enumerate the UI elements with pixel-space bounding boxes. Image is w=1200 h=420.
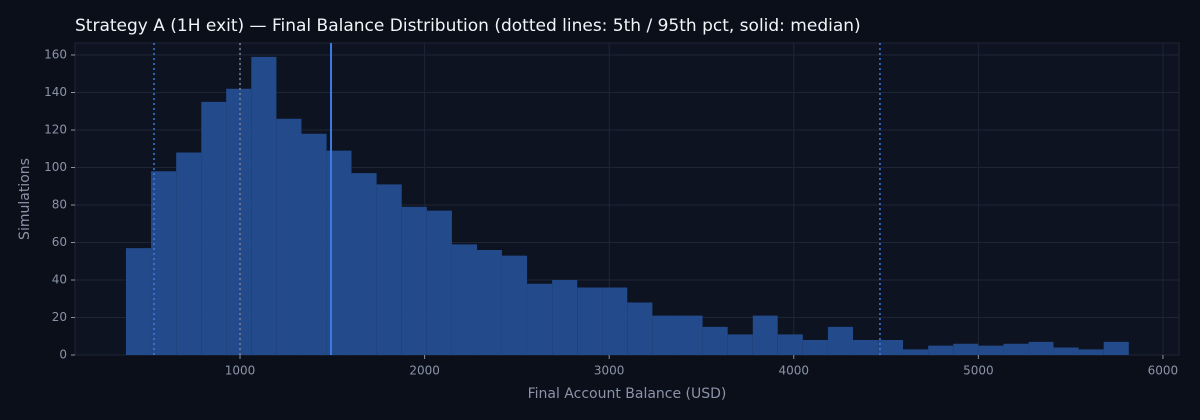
bar (201, 101, 227, 355)
x-tick-label: 5000 (963, 364, 994, 378)
y-tick-label: 80 (52, 198, 67, 212)
bar (1053, 347, 1079, 355)
bar (677, 315, 703, 355)
bar (401, 206, 427, 355)
bar (627, 302, 653, 355)
x-tick-label: 4000 (778, 364, 809, 378)
bar (301, 133, 327, 355)
bar (351, 173, 377, 355)
bar (125, 248, 152, 355)
bar (1103, 341, 1129, 355)
y-tick-label: 0 (59, 348, 67, 362)
bar (978, 345, 1004, 355)
bar (1078, 349, 1104, 355)
y-tick-label: 40 (52, 273, 67, 287)
bar (451, 244, 478, 355)
x-tick-label: 3000 (594, 364, 625, 378)
bar (602, 287, 628, 355)
bar (376, 184, 402, 355)
chart-title: Strategy A (1H exit) — Final Balance Dis… (75, 16, 861, 36)
bar (953, 343, 979, 355)
bar (702, 326, 728, 355)
bar (477, 250, 502, 355)
bar (251, 56, 277, 355)
bar (276, 118, 302, 355)
y-tick-label: 160 (44, 48, 67, 62)
x-tick-label: 1000 (225, 364, 256, 378)
bar (827, 326, 854, 355)
x-axis-label: Final Account Balance (USD) (528, 386, 727, 402)
bar (527, 283, 553, 355)
bar (1028, 341, 1054, 355)
bar (151, 171, 177, 355)
y-tick-label: 60 (52, 235, 67, 249)
bar (226, 88, 252, 355)
y-axis-label: Simulations (17, 158, 33, 240)
bar (903, 349, 929, 355)
bar (577, 287, 603, 355)
bar (777, 334, 803, 355)
bar (426, 210, 452, 355)
x-tick-label: 6000 (1148, 364, 1179, 378)
bar (853, 340, 879, 355)
bar (652, 315, 678, 355)
x-tick-label: 2000 (409, 364, 440, 378)
bar (176, 152, 202, 355)
bar (752, 315, 778, 355)
y-tick-label: 120 (44, 123, 67, 137)
bar (727, 334, 753, 355)
bar (802, 340, 828, 355)
bar (1003, 343, 1029, 355)
y-tick-label: 140 (44, 85, 67, 99)
bar (928, 345, 954, 355)
bar (552, 280, 578, 355)
y-tick-label: 20 (52, 310, 67, 324)
bar (878, 340, 904, 355)
y-tick-label: 100 (44, 160, 67, 174)
bar (501, 255, 528, 355)
